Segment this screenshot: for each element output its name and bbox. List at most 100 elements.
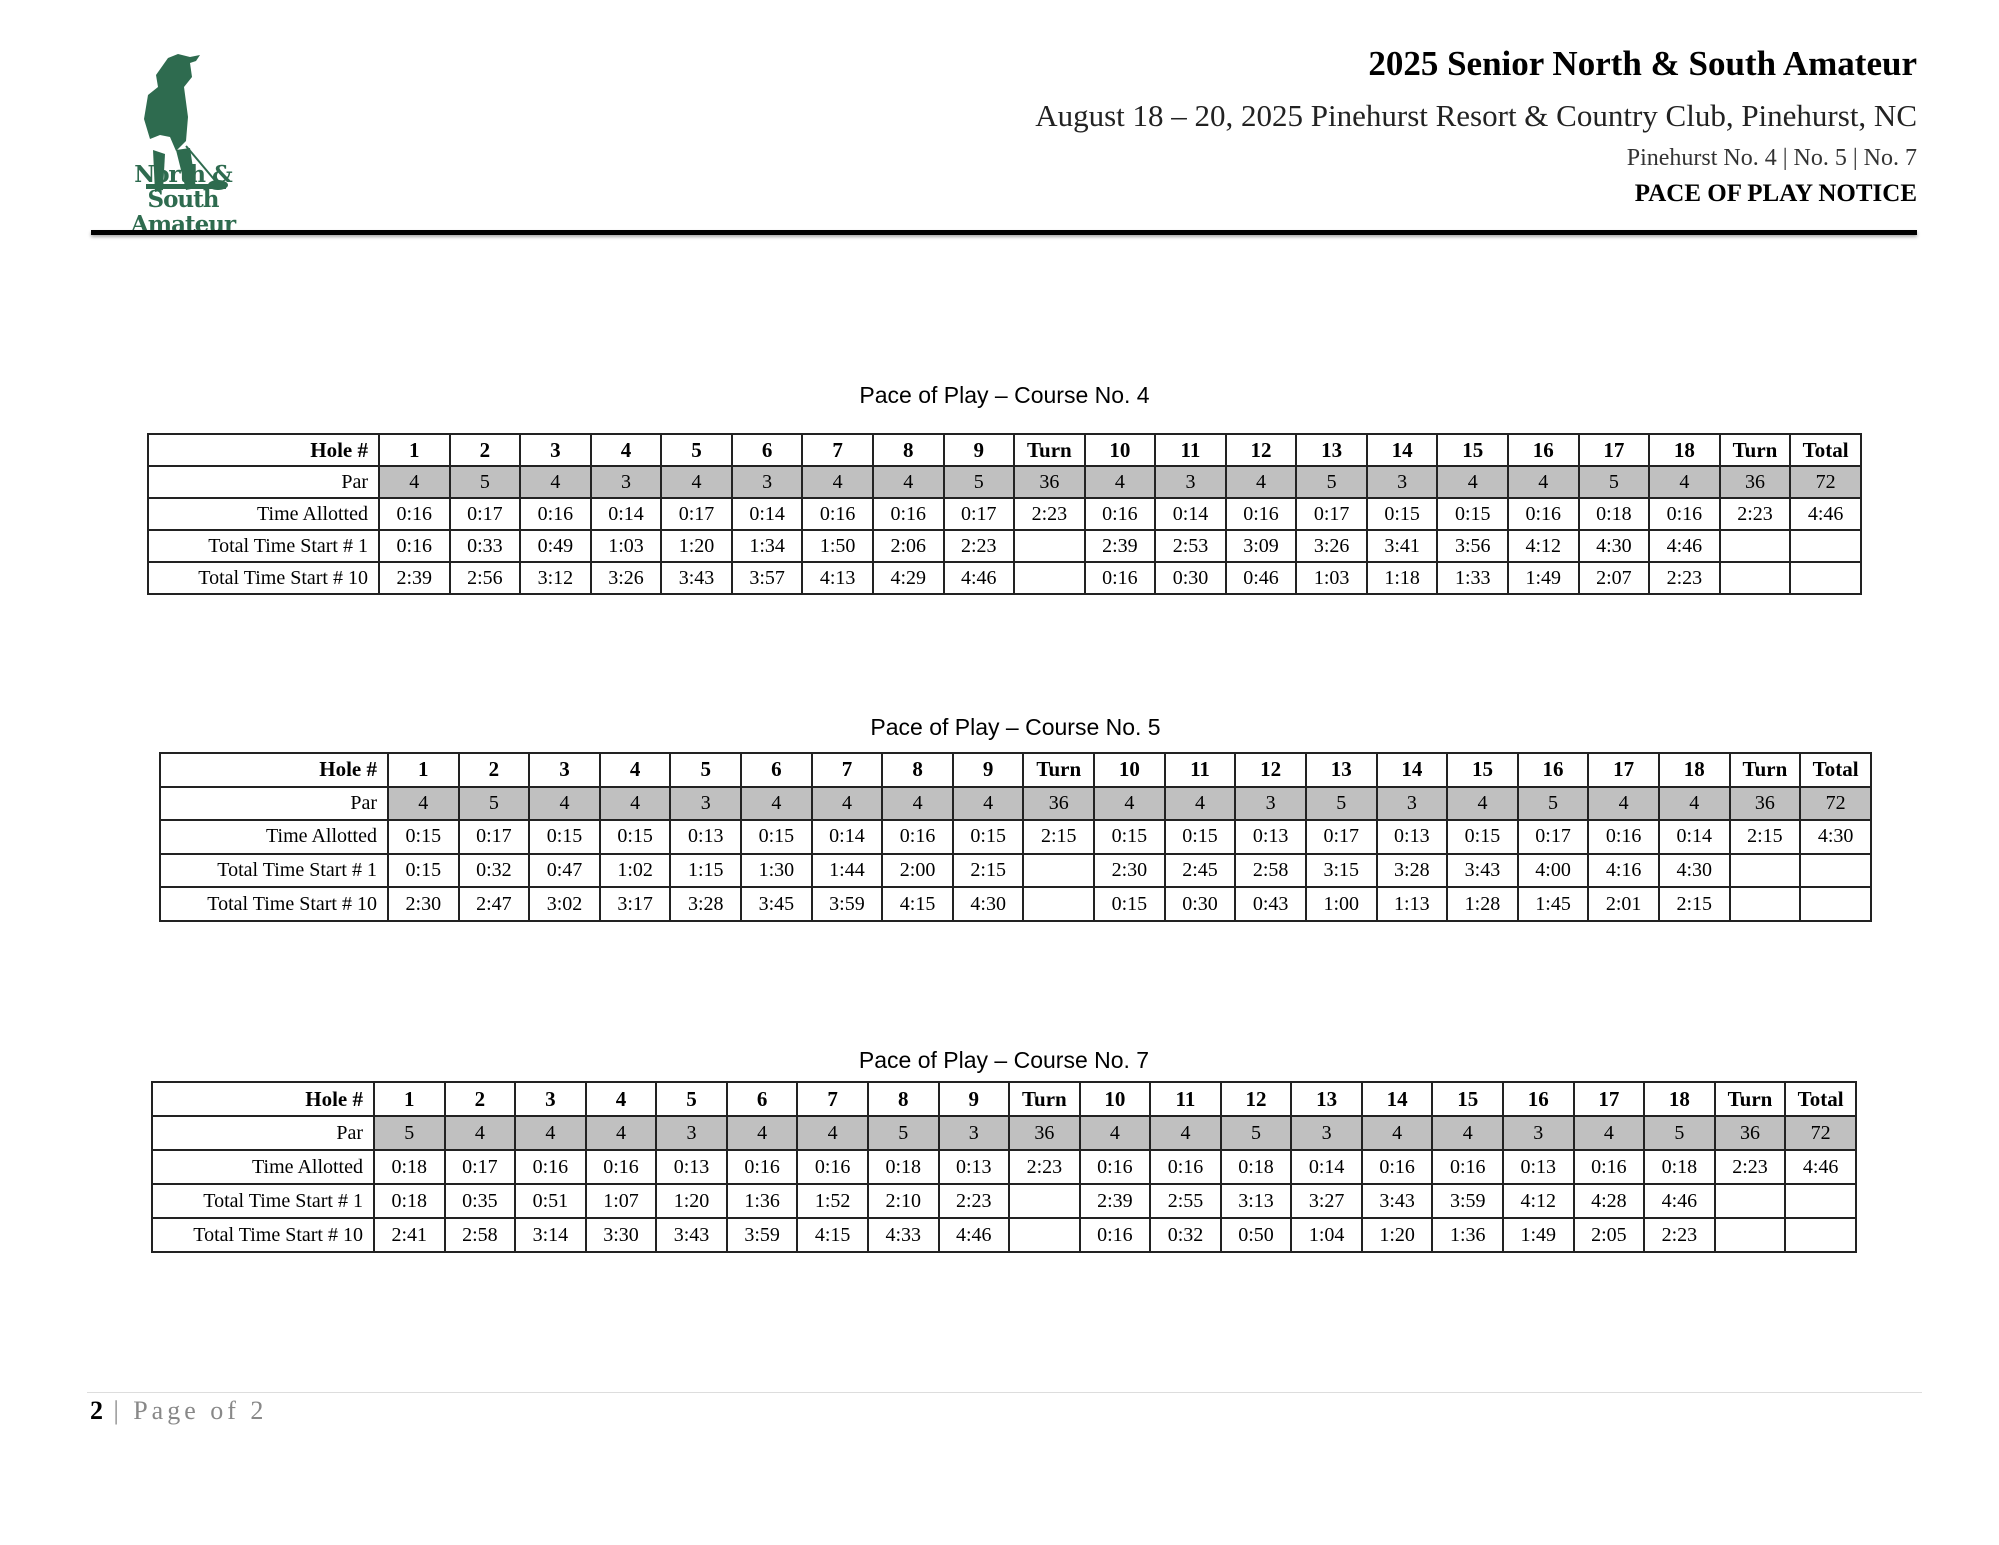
hole-cell: 7	[801, 433, 874, 467]
time-allotted-cell: 0:17	[660, 497, 733, 531]
start-1-cell: 2:39	[1083, 529, 1157, 563]
time-allotted-cell: 4:46	[1789, 497, 1862, 531]
hole-cell: Turn	[1008, 1081, 1081, 1117]
start-1-cell	[1013, 529, 1086, 563]
hole-cell: Turn	[1718, 433, 1792, 467]
start-1-cell: 2:06	[871, 529, 945, 563]
hole-cell: 11	[1163, 752, 1237, 788]
time-allotted-cell: 0:16	[1431, 1149, 1504, 1185]
par-cell: 5	[373, 1115, 446, 1151]
par-cell: 4	[387, 785, 460, 822]
par-cell: 5	[1516, 785, 1590, 822]
start-10-cell: 3:12	[519, 561, 592, 595]
start-10-cell: 0:15	[1093, 886, 1166, 922]
start-1-cell: 1:03	[589, 529, 663, 563]
start-1-cell: 2:10	[866, 1183, 940, 1219]
start-10-cell: 2:05	[1572, 1217, 1646, 1253]
start-1-cell	[1008, 1183, 1081, 1219]
hole-cell: 18	[1643, 1081, 1716, 1117]
start-10-cell: 3:59	[810, 886, 884, 922]
start-10-cell	[1013, 561, 1086, 595]
par-cell: 3	[655, 1115, 728, 1151]
par-cell: 5	[1295, 465, 1368, 499]
par-cell: 72	[1789, 465, 1862, 499]
time-allotted-cell: 0:13	[655, 1149, 728, 1185]
par-cell: 4	[528, 785, 601, 822]
row-par: Par 4 5 4 4 3 4 4 4 4 36 4 4 3 5 3 4 5 4 4 36 72	[159, 785, 1872, 822]
start-10-cell: 2:15	[1657, 886, 1731, 922]
time-allotted-cell: 0:16	[725, 1149, 799, 1185]
start-1-cell: 2:58	[1234, 852, 1307, 889]
par-cell: 4	[378, 465, 451, 499]
start-10-cell: 0:43	[1234, 886, 1307, 922]
par-cell: 3	[730, 465, 804, 499]
par-cell: 5	[1577, 465, 1651, 499]
hole-cell: 2	[448, 433, 522, 467]
start-10-cell: 1:49	[1502, 1217, 1575, 1253]
start-1-cell: 0:18	[373, 1183, 446, 1219]
hole-cell: 6	[740, 752, 813, 788]
start-10-cell: 0:46	[1224, 561, 1298, 595]
dates-venue: August 18 – 20, 2025 Pinehurst Resort & …	[1035, 98, 1917, 133]
row-hole: Hole #1 2 3 4 5 6 7 8 9 Turn 10 11 12 13 14 15 16 17 18 Tur…	[159, 752, 1872, 788]
hole-cell: Total	[1784, 1081, 1857, 1117]
course-7-title: Pace of Play – Course No. 7	[858, 1047, 1150, 1073]
time-allotted-cell: 0:16	[514, 1149, 587, 1185]
start-1-cell	[1728, 852, 1802, 889]
time-allotted-cell: 0:16	[1587, 819, 1660, 855]
hole-cell: Turn	[1728, 752, 1802, 788]
par-cell: 4	[1572, 1115, 1646, 1151]
row-label: Hole #	[151, 1081, 375, 1117]
start-1-cell: 3:09	[1224, 529, 1298, 563]
start-1-cell: 3:26	[1295, 529, 1368, 563]
page-of-label: | Page of 2	[113, 1396, 268, 1425]
course-5-table: Hole #1 2 3 4 5 6 7 8 9 Turn 10 11 12 13 14 15 16 17 18 Tur…	[159, 752, 1872, 922]
time-allotted-cell: 0:15	[951, 819, 1025, 855]
start-1-cell: 3:15	[1304, 852, 1378, 889]
start-1-cell: 3:59	[1431, 1183, 1504, 1219]
par-cell: 36	[1022, 785, 1096, 822]
hole-cell: 7	[796, 1081, 869, 1117]
par-cell: 72	[1799, 785, 1872, 822]
start-1-cell: 2:30	[1093, 852, 1166, 889]
row-start-1: Total Time Start # 1 0:15 0:32 0:47 1:02 1:15…	[159, 852, 1872, 889]
start-1-cell: 2:55	[1149, 1183, 1222, 1219]
row-label: Total Time Start # 10	[159, 886, 389, 922]
start-1-cell: 1:07	[584, 1183, 658, 1219]
time-allotted-cell: 0:18	[1643, 1149, 1716, 1185]
start-1-cell: 3:13	[1219, 1183, 1293, 1219]
hole-cell: 8	[871, 433, 945, 467]
start-1-cell: 3:43	[1360, 1183, 1434, 1219]
row-label: Par	[159, 785, 389, 822]
start-1-cell: 0:15	[387, 852, 460, 889]
time-allotted-cell: 0:14	[810, 819, 884, 855]
par-cell: 5	[448, 465, 522, 499]
hole-cell: 9	[937, 1081, 1011, 1117]
par-cell: 4	[1648, 465, 1721, 499]
par-cell: 5	[1219, 1115, 1293, 1151]
time-allotted-cell: 2:23	[1013, 497, 1086, 531]
time-allotted-cell: 0:15	[387, 819, 460, 855]
start-1-cell	[1022, 852, 1096, 889]
hole-cell: 9	[951, 752, 1025, 788]
row-label: Par	[151, 1115, 375, 1151]
par-cell: 5	[1304, 785, 1378, 822]
start-1-cell	[1713, 1183, 1787, 1219]
time-allotted-cell: 0:16	[378, 497, 451, 531]
start-10-cell: 0:16	[1078, 1217, 1152, 1253]
start-10-cell: 2:23	[1648, 561, 1721, 595]
par-cell: 36	[1008, 1115, 1081, 1151]
start-10-cell: 3:14	[514, 1217, 587, 1253]
course-4-table: Hole #1 2 3 4 5 6 7 8 9 Turn 10 11 12 13 14 15 16 17 18 Tur…	[147, 433, 1862, 595]
row-hole: Hole #1 2 3 4 5 6 7 8 9 Turn 10 11 12 13 14 15 16 17 18 Tur…	[151, 1081, 1857, 1117]
start-10-cell: 2:07	[1577, 561, 1651, 595]
row-start-10: Total Time Start # 10 2:39 2:56 3:12 3:26 3:4…	[147, 561, 1862, 595]
hole-cell: 13	[1295, 433, 1368, 467]
par-cell: 3	[1154, 465, 1227, 499]
start-1-cell: 2:23	[942, 529, 1016, 563]
par-cell: 4	[881, 785, 954, 822]
north-south-amateur-logo: North & South Amateur	[98, 50, 268, 237]
hole-cell: 10	[1078, 1081, 1152, 1117]
course-4-title: Pace of Play – Course No. 4	[859, 382, 1150, 408]
start-10-cell: 1:00	[1304, 886, 1378, 922]
